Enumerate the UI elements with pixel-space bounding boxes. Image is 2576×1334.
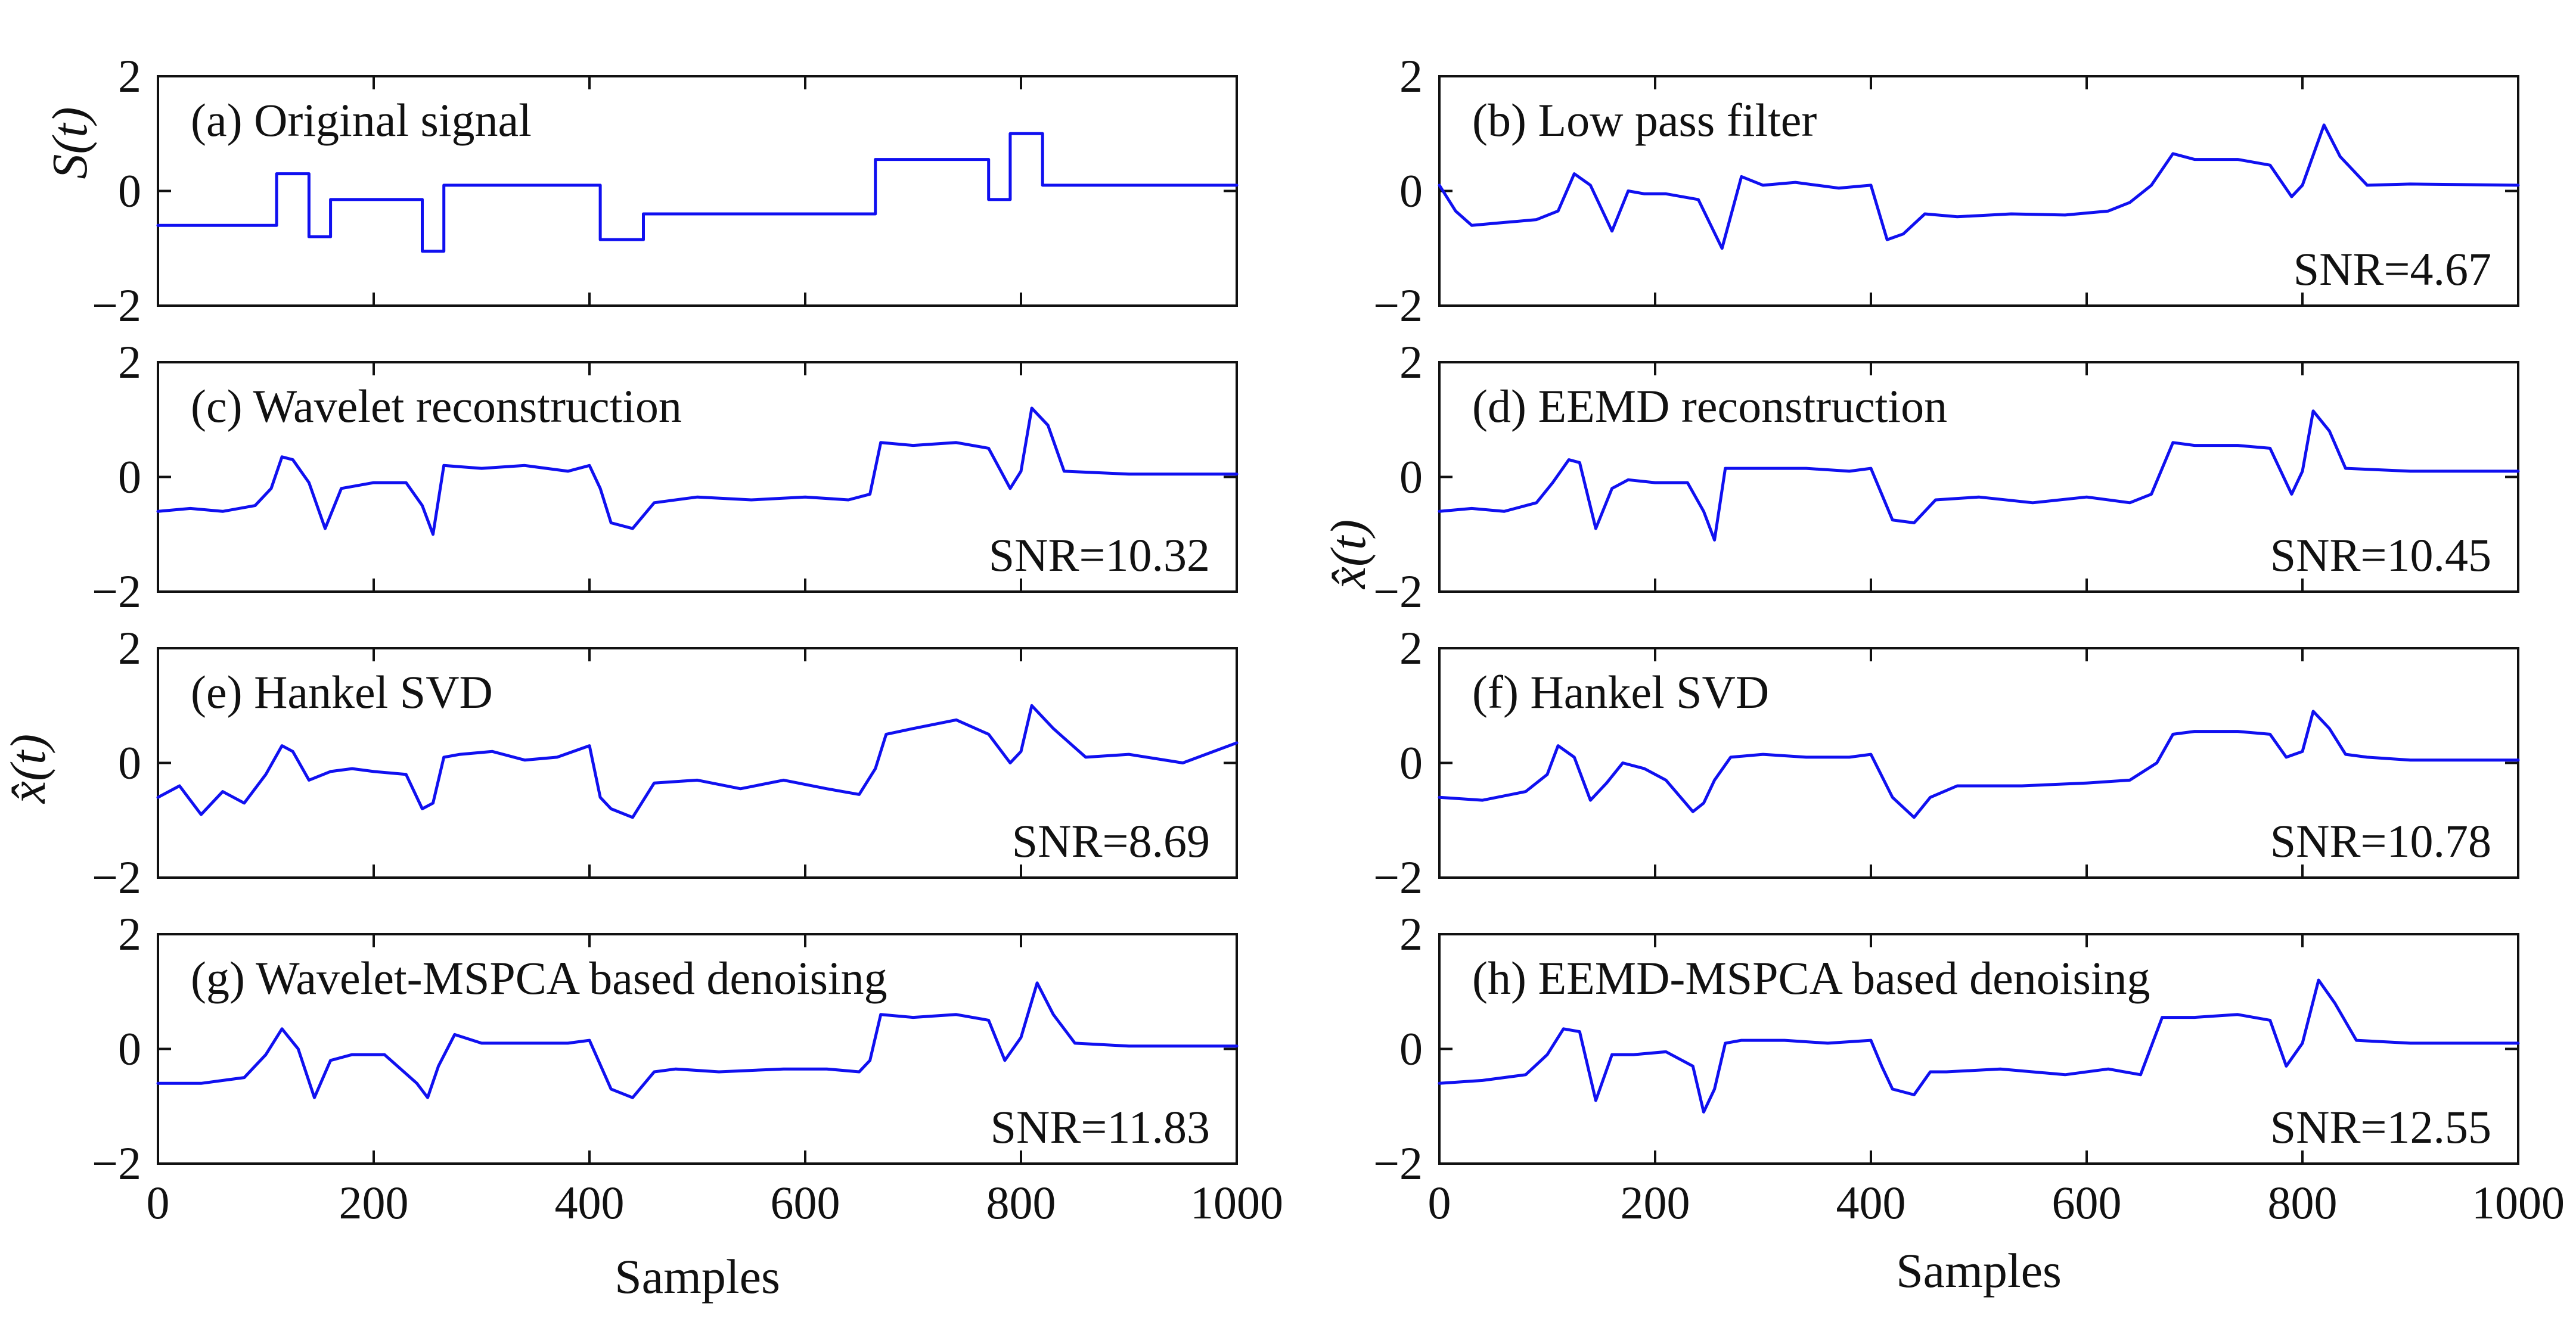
x-axis-label-right: Samples (1896, 1243, 2062, 1298)
x-axis-label-left: Samples (614, 1249, 780, 1304)
y-tick-label-h: 0 (1399, 1023, 1423, 1075)
y-tick-label-c: 0 (118, 451, 141, 503)
x-tick-label-g: 1000 (1190, 1177, 1283, 1229)
panel-f: −2 0 2 (f) Hankel SVD SNR=10.78 (1373, 622, 2520, 903)
x-tick-label-h: 1000 (2472, 1177, 2565, 1229)
x-tick-label-g: 200 (339, 1177, 409, 1229)
panel-title-e: (e) Hankel SVD (191, 666, 493, 718)
y-tick-label-f: 0 (1399, 737, 1423, 789)
panel-title-a: (a) Original signal (191, 94, 532, 146)
panel-a: −2 0 2 (a) Original signal (92, 50, 1239, 331)
y-axis-label-reconstructed-right: x̂(t) (1321, 520, 1376, 590)
y-tick-label-h: 2 (1399, 908, 1423, 960)
y-tick-label-g: 2 (118, 908, 141, 960)
series-line-b (1438, 123, 2520, 250)
y-tick-label-b: 2 (1399, 50, 1423, 102)
x-tick-label-g: 800 (986, 1177, 1056, 1229)
snr-label-g: SNR=11.83 (991, 1101, 1210, 1153)
y-tick-label-d: 2 (1399, 336, 1423, 388)
y-axis-label-reconstructed-left: x̂(t) (1, 734, 56, 805)
y-tick-label-a: −2 (92, 279, 141, 331)
y-tick-label-a: 0 (118, 165, 141, 217)
snr-label-h: SNR=12.55 (2270, 1101, 2491, 1153)
y-tick-label-e: 2 (118, 622, 141, 674)
x-tick-label-g: 0 (147, 1177, 170, 1229)
y-tick-label-c: 2 (118, 336, 141, 388)
y-tick-label-b: −2 (1373, 279, 1423, 331)
series-line-g (156, 981, 1239, 1099)
x-tick-label-h: 0 (1428, 1177, 1451, 1229)
panel-title-b: (b) Low pass filter (1472, 94, 1817, 146)
x-tick-label-h: 800 (2268, 1177, 2338, 1229)
y-tick-label-e: 0 (118, 737, 141, 789)
snr-label-f: SNR=10.78 (2270, 815, 2491, 867)
snr-label-b: SNR=4.67 (2293, 243, 2491, 295)
panel-d: −2 0 2 (d) EEMD reconstruction SNR=10.45 (1373, 336, 2520, 617)
y-axis-label-original: S(t) (42, 107, 98, 179)
y-tick-label-g: −2 (92, 1137, 141, 1189)
y-tick-label-b: 0 (1399, 165, 1423, 217)
y-tick-label-g: 0 (118, 1023, 141, 1075)
y-tick-label-f: 2 (1399, 622, 1423, 674)
panel-title-c: (c) Wavelet reconstruction (191, 380, 682, 432)
y-tick-label-d: 0 (1399, 451, 1423, 503)
y-tick-label-d: −2 (1373, 565, 1423, 617)
panel-b: −2 0 2 (b) Low pass filter SNR=4.67 (1373, 50, 2520, 331)
panel-c: −2 0 2 (c) Wavelet reconstruction SNR=10.32 (92, 336, 1239, 617)
series-line-a (156, 132, 1239, 253)
series-line-f (1438, 710, 2520, 819)
series-line-c (156, 406, 1239, 536)
x-tick-label-h: 600 (2052, 1177, 2122, 1229)
panels-layer: −202(a) Original signal−202(b) Low pass … (92, 50, 2565, 1229)
snr-label-d: SNR=10.45 (2270, 529, 2491, 581)
panel-title-g: (g) Wavelet-MSPCA based denoising (191, 952, 887, 1004)
x-tick-label-g: 600 (771, 1177, 840, 1229)
snr-label-e: SNR=8.69 (1012, 815, 1210, 867)
y-tick-label-e: −2 (92, 851, 141, 903)
series-line-h (1438, 978, 2520, 1114)
y-tick-label-c: −2 (92, 565, 141, 617)
panel-title-d: (d) EEMD reconstruction (1472, 380, 1947, 432)
y-tick-label-a: 2 (118, 50, 141, 102)
x-tick-label-g: 400 (555, 1177, 625, 1229)
series-line-e (156, 704, 1239, 819)
y-tick-label-f: −2 (1373, 851, 1423, 903)
x-tick-label-h: 200 (1621, 1177, 1690, 1229)
panel-e: −2 0 2 (e) Hankel SVD SNR=8.69 (92, 622, 1239, 903)
snr-label-c: SNR=10.32 (989, 529, 1210, 581)
panel-title-h: (h) EEMD-MSPCA based denoising (1472, 952, 2150, 1004)
panel-title-f: (f) Hankel SVD (1472, 666, 1769, 718)
x-tick-label-h: 400 (1836, 1177, 1906, 1229)
y-tick-label-h: −2 (1373, 1137, 1423, 1189)
series-line-d (1438, 409, 2520, 542)
